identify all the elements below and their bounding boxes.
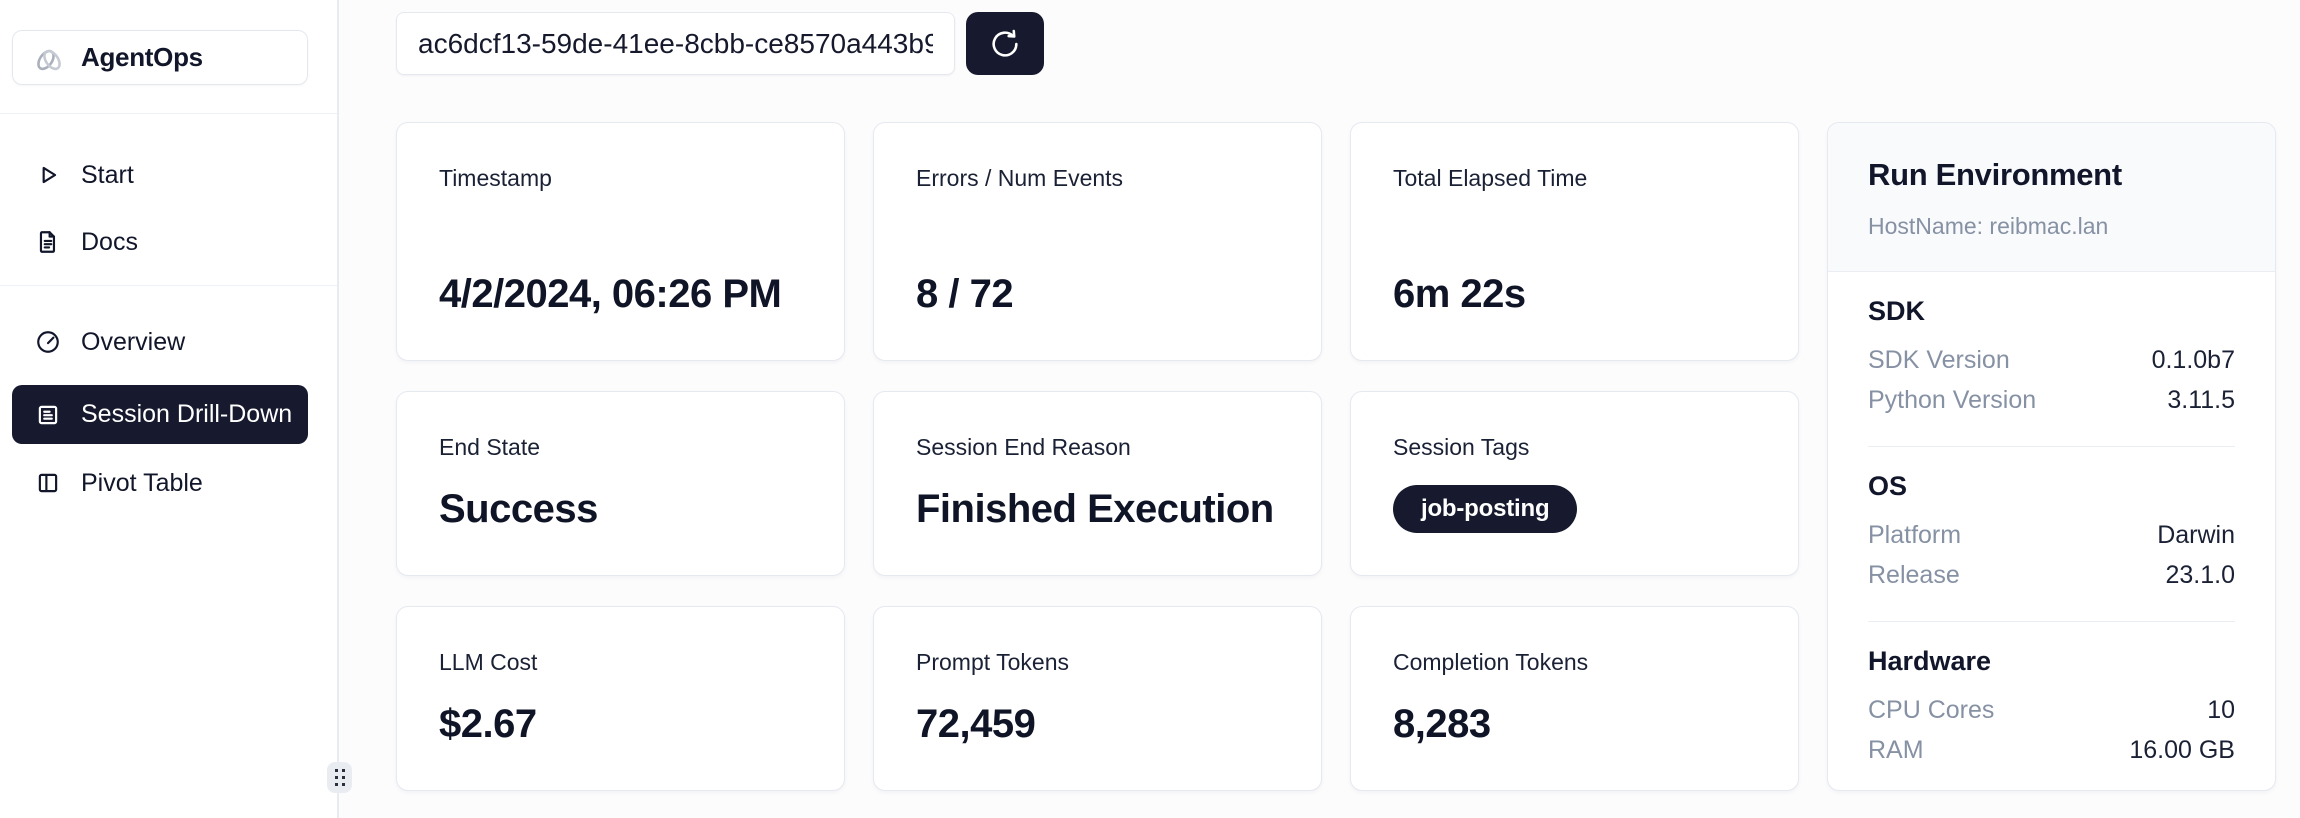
env-row-label: Python Version	[1868, 386, 2037, 414]
run-environment-title: Run Environment	[1868, 157, 2122, 192]
sidebar-item-pivot-table[interactable]: Pivot Table	[0, 459, 337, 507]
env-row: Python Version 3.11.5	[1868, 380, 2235, 420]
layout-panel-icon	[35, 470, 61, 496]
env-row-value: 16.00 GB	[2129, 736, 2235, 764]
session-log-icon	[35, 402, 61, 428]
env-row-label: CPU Cores	[1868, 696, 1995, 724]
session-tag-badge: job-posting	[1393, 485, 1578, 533]
env-row: Release 23.1.0	[1868, 555, 2235, 595]
env-section-hardware: Hardware CPU Cores 10 RAM 16.00 GB	[1868, 622, 2235, 790]
run-environment-header: Run Environment HostName: reibmac.lan	[1828, 123, 2275, 272]
sidebar-item-overview[interactable]: Overview	[0, 318, 337, 366]
run-environment-panel: Run Environment HostName: reibmac.lan SD…	[1827, 122, 2276, 791]
env-row: Platform Darwin	[1868, 515, 2235, 555]
env-section-os: OS Platform Darwin Release 23.1.0	[1868, 447, 2235, 622]
agentops-logo-icon	[33, 42, 65, 74]
env-row: SDK Version 0.1.0b7	[1868, 340, 2235, 380]
metric-label: Session Tags	[1393, 434, 1530, 460]
metric-label: Total Elapsed Time	[1393, 165, 1588, 191]
env-section-heading: SDK	[1868, 296, 1926, 326]
sidebar-nav-top: Start Docs	[0, 114, 337, 266]
env-row-value: 10	[2207, 696, 2235, 724]
metric-card-end-state: End State Success	[396, 391, 845, 576]
gauge-icon	[35, 329, 61, 355]
env-section-heading: Hardware	[1868, 646, 1992, 676]
sidebar-item-label: Session Drill-Down	[81, 400, 293, 428]
hostname-text: HostName: reibmac.lan	[1868, 213, 2109, 239]
metric-card-completion-tokens: Completion Tokens 8,283	[1350, 606, 1799, 791]
metric-value: 4/2/2024, 06:26 PM	[439, 272, 782, 316]
sidebar-nav-main: Overview Session Drill-Down Pivot Table	[0, 286, 337, 507]
env-row: CPU Cores 10	[1868, 690, 2235, 730]
metric-label: End State	[439, 434, 541, 460]
sidebar-item-label: Overview	[81, 327, 186, 356]
metric-card-errors-num-events: Errors / Num Events 8 / 72	[873, 122, 1322, 361]
env-row-value: 23.1.0	[2165, 561, 2235, 589]
metric-value: 72,459	[916, 702, 1036, 746]
env-section-heading: OS	[1868, 471, 1908, 501]
metric-value: Finished Execution	[916, 487, 1274, 531]
session-id-input[interactable]	[396, 12, 955, 75]
metric-label: Completion Tokens	[1393, 649, 1589, 675]
metric-label: Prompt Tokens	[916, 649, 1069, 675]
metric-value: $2.67	[439, 702, 537, 746]
metric-label: LLM Cost	[439, 649, 538, 675]
sidebar-item-label: Docs	[81, 227, 138, 256]
metric-label: Timestamp	[439, 165, 552, 191]
env-row-label: SDK Version	[1868, 346, 2010, 374]
env-row-label: RAM	[1868, 736, 1924, 764]
env-row-label: Platform	[1868, 521, 1962, 549]
sidebar-divider	[0, 285, 337, 286]
metric-card-session-end-reason: Session End Reason Finished Execution	[873, 391, 1322, 576]
document-icon	[35, 229, 61, 255]
sidebar-item-label: Pivot Table	[81, 468, 203, 497]
metric-value: 8 / 72	[916, 272, 1014, 316]
sidebar-resize-handle[interactable]	[327, 762, 352, 793]
metric-card-timestamp: Timestamp 4/2/2024, 06:26 PM	[396, 122, 845, 361]
metric-card-llm-cost: LLM Cost $2.67	[396, 606, 845, 791]
session-toolbar	[396, 12, 2300, 75]
env-row-value: 3.11.5	[2167, 386, 2235, 414]
metric-value: 8,283	[1393, 702, 1491, 746]
refresh-button[interactable]	[966, 12, 1044, 75]
main-content: Timestamp 4/2/2024, 06:26 PM Errors / Nu…	[341, 0, 2300, 818]
brand-logo[interactable]: AgentOps	[12, 30, 308, 85]
sidebar-item-session-drill-down[interactable]: Session Drill-Down	[12, 385, 308, 444]
sidebar-item-docs[interactable]: Docs	[0, 218, 337, 266]
sidebar-item-start[interactable]: Start	[0, 151, 337, 199]
metric-card-session-tags: Session Tags job-posting	[1350, 391, 1799, 576]
refresh-icon	[988, 27, 1022, 61]
brand-name: AgentOps	[81, 42, 203, 72]
sidebar: AgentOps Start Docs	[0, 0, 352, 818]
metric-card-prompt-tokens: Prompt Tokens 72,459	[873, 606, 1322, 791]
env-row-value: Darwin	[2157, 521, 2235, 549]
metrics-grid: Timestamp 4/2/2024, 06:26 PM Errors / Nu…	[396, 122, 2300, 791]
metric-label: Errors / Num Events	[916, 165, 1124, 191]
env-row-label: Release	[1868, 561, 1960, 589]
env-row-value: 0.1.0b7	[2151, 346, 2235, 374]
run-environment-body: SDK SDK Version 0.1.0b7 Python Version 3…	[1828, 272, 2275, 790]
env-row: RAM 16.00 GB	[1868, 730, 2235, 770]
metric-value: 6m 22s	[1393, 272, 1526, 316]
metric-label: Session End Reason	[916, 434, 1131, 460]
env-section-sdk: SDK SDK Version 0.1.0b7 Python Version 3…	[1868, 272, 2235, 447]
play-icon	[35, 162, 61, 188]
metric-value: Success	[439, 487, 598, 531]
sidebar-divider	[0, 113, 337, 114]
sidebar-item-label: Start	[81, 160, 134, 189]
metric-card-total-elapsed-time: Total Elapsed Time 6m 22s	[1350, 122, 1799, 361]
